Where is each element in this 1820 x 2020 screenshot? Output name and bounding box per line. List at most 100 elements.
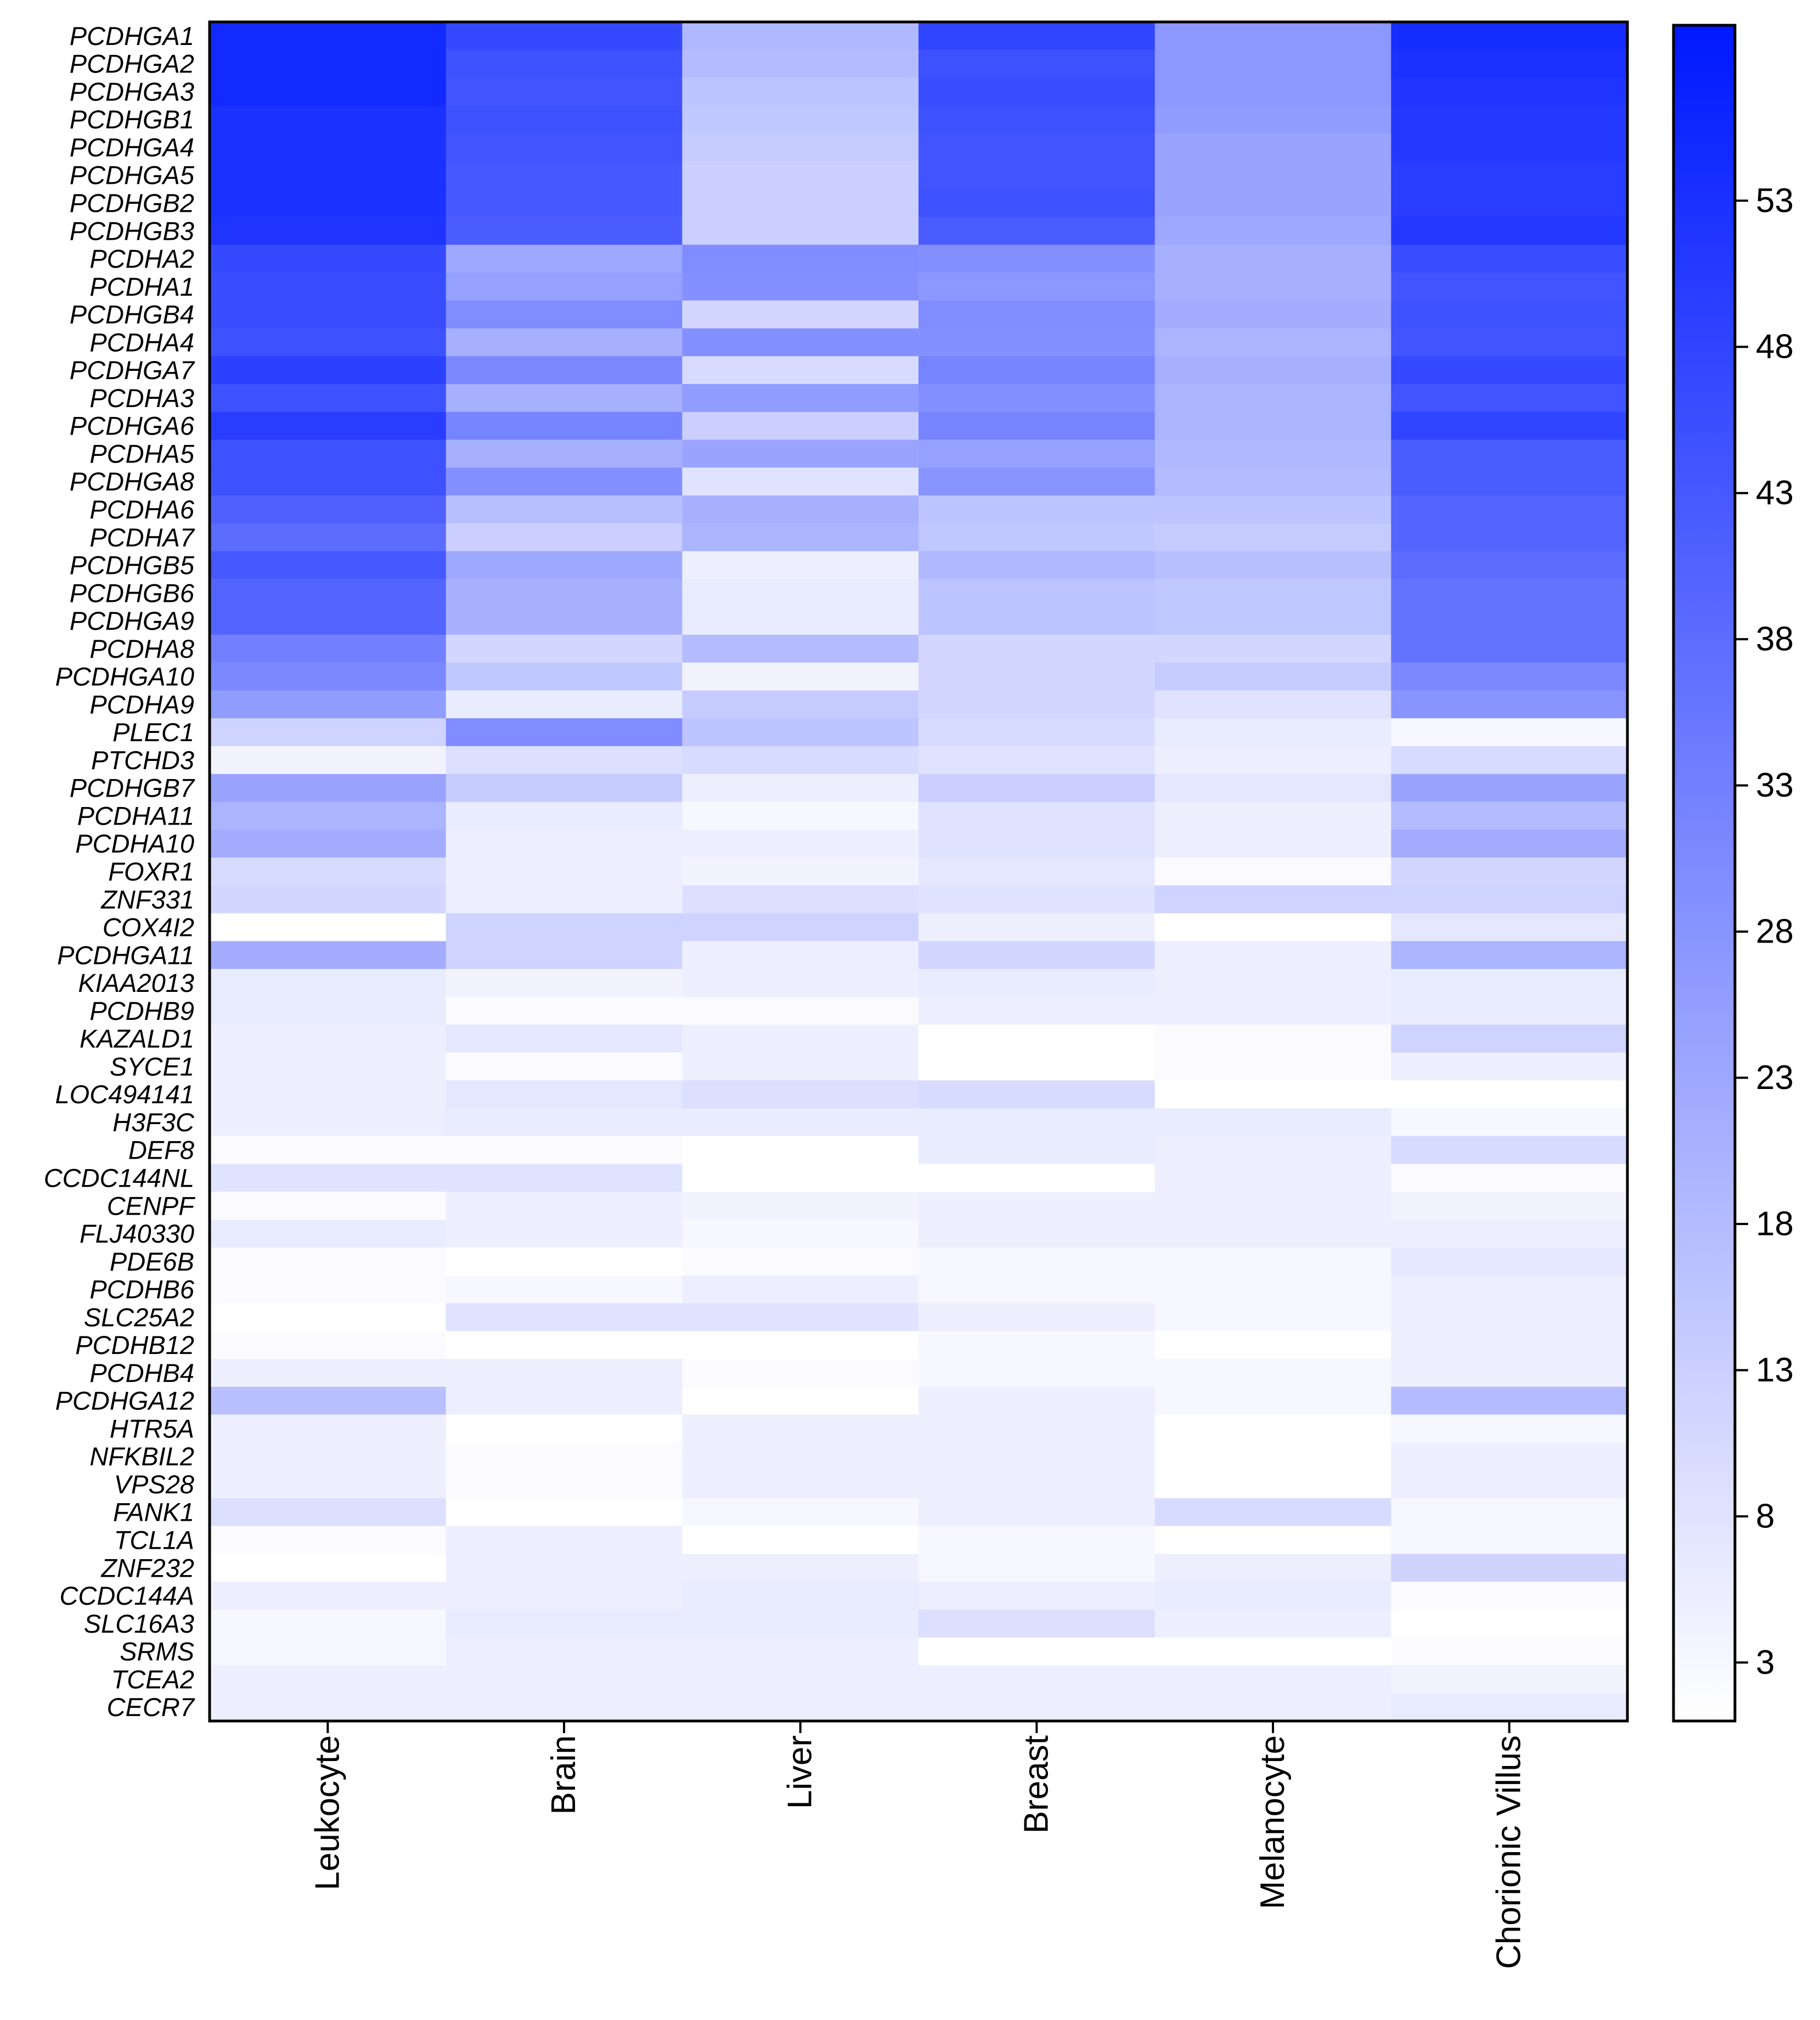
heatmap-cell: [210, 105, 447, 134]
column-label: Breast: [1017, 1735, 1055, 1833]
heatmap-cell: [1154, 1024, 1391, 1053]
heatmap-cell: [682, 551, 919, 580]
heatmap-cell: [919, 1386, 1156, 1415]
heatmap-cell: [1391, 579, 1628, 607]
heatmap-cell: [682, 1498, 919, 1527]
gene-label: PCDHGA6: [70, 411, 195, 441]
heatmap-cell: [919, 941, 1156, 969]
heatmap-cell: [682, 1609, 919, 1638]
gene-label: PCDHGB5: [70, 551, 195, 580]
heatmap-cell: [1391, 189, 1628, 217]
heatmap-cell: [919, 913, 1156, 942]
heatmap-cell: [1154, 1247, 1391, 1276]
heatmap-cell: [1154, 634, 1391, 663]
heatmap-cell: [682, 1582, 919, 1610]
heatmap-cell: [1391, 1303, 1628, 1331]
heatmap-cell: [446, 1442, 683, 1471]
heatmap-cell: [1154, 1665, 1391, 1694]
heatmap-cell: [446, 1275, 683, 1304]
heatmap-cell: [682, 1470, 919, 1499]
heatmap-cell: [682, 1693, 919, 1722]
gene-label: PCDHA3: [89, 383, 194, 413]
heatmap-cell: [210, 1414, 447, 1443]
heatmap-cell: [919, 690, 1156, 719]
plot-frame: [208, 20, 1629, 1723]
gene-label: PCDHGA7: [70, 356, 195, 385]
heatmap-cell: [1154, 1080, 1391, 1109]
heatmap-cell: [682, 523, 919, 552]
heatmap-cell: [446, 746, 683, 775]
heatmap-cell: [682, 579, 919, 607]
heatmap-cell: [682, 1665, 919, 1694]
heatmap-cell: [446, 411, 683, 441]
heatmap-cell: [210, 1192, 447, 1220]
heatmap-cell: [210, 1582, 447, 1610]
heatmap-cell: [210, 1331, 447, 1359]
heatmap-cell: [682, 328, 919, 357]
heatmap-cell: [446, 77, 683, 106]
column-ticks: [326, 1721, 1511, 1733]
heatmap-cell: [919, 1414, 1156, 1443]
heatmap-cell: [682, 1275, 919, 1304]
heatmap-cell: [1154, 245, 1391, 273]
heatmap-cell: [1391, 830, 1628, 858]
heatmap-cell: [919, 411, 1156, 441]
heatmap-cell: [1154, 1220, 1391, 1248]
gene-label: PCDHB4: [89, 1358, 194, 1387]
heatmap-cell: [446, 802, 683, 830]
heatmap-cell: [446, 913, 683, 942]
gene-label: ZNF232: [100, 1553, 194, 1582]
heatmap-cell: [919, 1358, 1156, 1387]
gene-label: PCDHGB4: [70, 300, 194, 329]
heatmap-cell: [210, 1554, 447, 1582]
gene-label: PCDHGA3: [70, 77, 194, 106]
heatmap-cell: [919, 272, 1156, 301]
heatmap-cell: [1154, 105, 1391, 134]
heatmap-cell: [210, 49, 447, 78]
heatmap-cell: [210, 1358, 447, 1387]
gene-label: H3F3C: [112, 1108, 195, 1137]
gene-label: PCDHA4: [89, 328, 194, 357]
heatmap-cell: [919, 523, 1156, 552]
heatmap-cell: [1391, 1442, 1628, 1471]
colorbar-tick-label: 33: [1756, 766, 1794, 804]
heatmap-cell: [1154, 1358, 1391, 1387]
heatmap-cell: [1391, 1470, 1628, 1499]
column-labels: Leukocyte Brain Liver Breast Melanocyte Chori…: [308, 1735, 1528, 1969]
heatmap-cell: [210, 328, 447, 357]
heatmap-cell: [919, 1665, 1156, 1694]
heatmap-cell: [210, 662, 447, 691]
heatmap-cell: [1391, 634, 1628, 663]
heatmap-cell: [1391, 969, 1628, 997]
heatmap-cell: [682, 941, 919, 969]
heatmap-cell: [682, 1024, 919, 1053]
column-label: Chorionic Villus: [1490, 1735, 1528, 1969]
gene-label: PCDHGB7: [70, 774, 195, 803]
gene-label: KIAA2013: [78, 968, 194, 997]
heatmap-cell: [682, 690, 919, 719]
heatmap-cell: [210, 1136, 447, 1165]
heatmap-cell: [446, 1637, 683, 1666]
heatmap-cell: [1391, 1637, 1628, 1666]
gene-label: PCDHA7: [89, 523, 195, 552]
heatmap-cell: [1391, 495, 1628, 524]
heatmap-cell: [446, 328, 683, 357]
heatmap-cell: [1154, 22, 1391, 50]
heatmap-cell: [919, 439, 1156, 468]
heatmap-cell: [446, 1470, 683, 1499]
column-label: Brain: [545, 1735, 583, 1815]
heatmap-cell: [1154, 579, 1391, 607]
heatmap-cell: [919, 634, 1156, 663]
heatmap-cell: [1391, 746, 1628, 775]
heatmap-cell: [682, 857, 919, 886]
heatmap-cell: [682, 1164, 919, 1192]
heatmap-cell: [1391, 774, 1628, 803]
gene-label: PCDHB6: [89, 1275, 195, 1304]
heatmap-cell: [446, 1414, 683, 1443]
heatmap-cell: [682, 1220, 919, 1248]
heatmap-cell: [1391, 1164, 1628, 1192]
heatmap-cell: [919, 300, 1156, 329]
heatmap-cell: [446, 1582, 683, 1610]
heatmap-cell: [210, 189, 447, 217]
heatmap-cell: [446, 384, 683, 413]
